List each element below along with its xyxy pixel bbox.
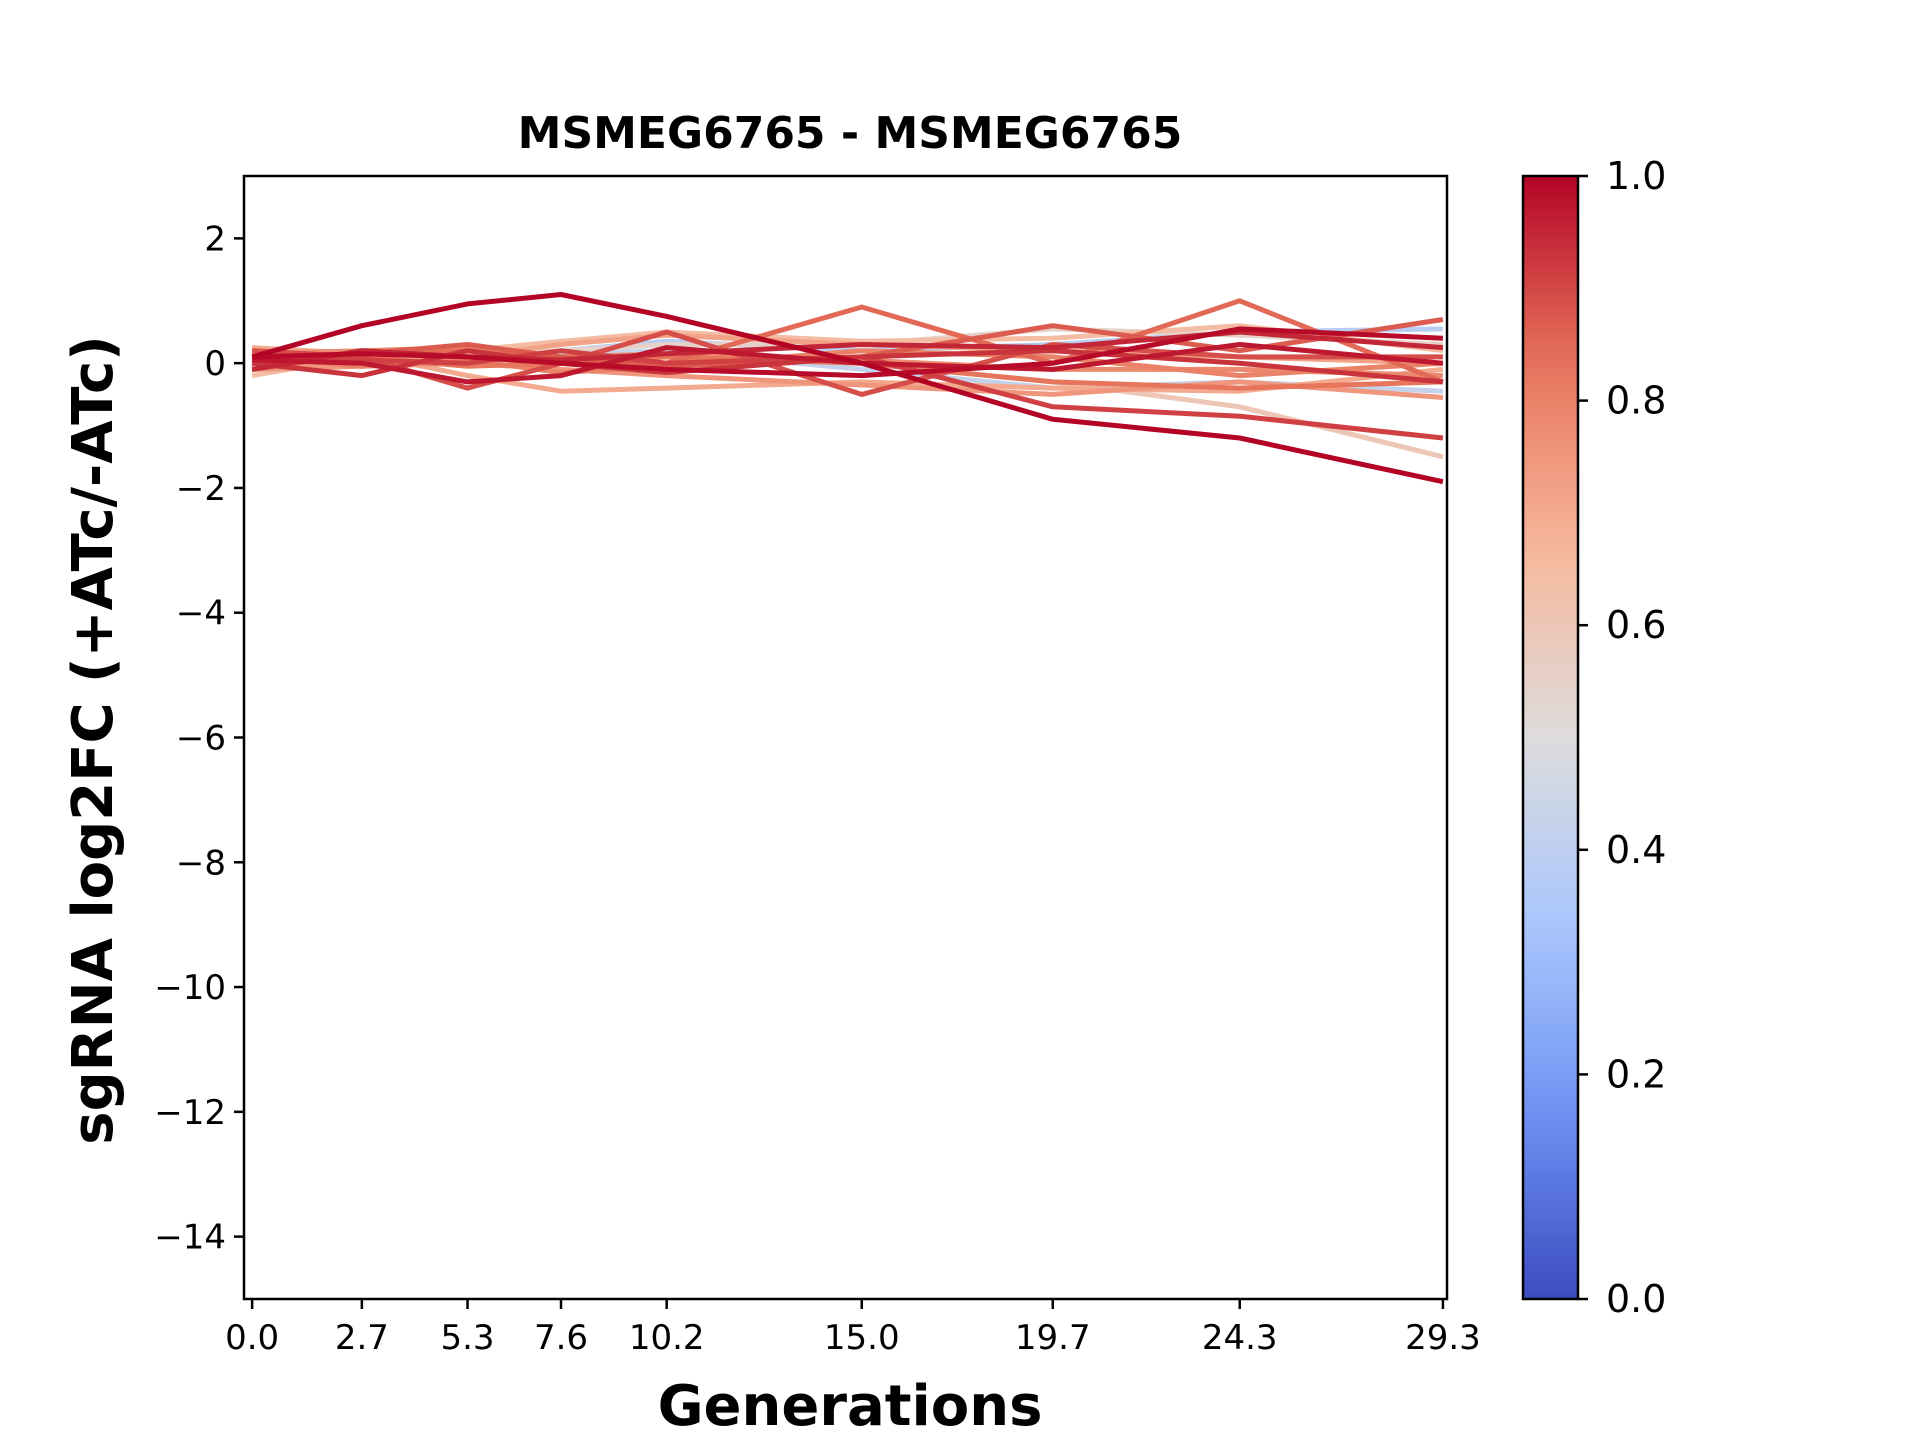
colorbar	[1523, 176, 1578, 1299]
x-tick-label: 29.3	[1405, 1318, 1481, 1358]
x-tick-label: 15.0	[824, 1318, 900, 1358]
x-tick-label: 7.6	[534, 1318, 588, 1358]
series-line-18	[252, 342, 1444, 385]
colorbar-tick-label: 0.2	[1606, 1052, 1666, 1096]
y-tick-label: −8	[176, 843, 226, 883]
x-tick-label: 19.7	[1015, 1318, 1091, 1358]
x-tick-label: 5.3	[440, 1318, 494, 1358]
x-axis-label: Generations	[658, 1374, 1043, 1439]
x-tick-label: 24.3	[1202, 1318, 1278, 1358]
x-axis: 0.0 2.7 5.3 7.6 10.2 15.0 19.7 24.3 29.3	[225, 1299, 1481, 1358]
y-tick-label: −14	[154, 1218, 226, 1258]
colorbar-tick-label: 0.8	[1606, 379, 1666, 423]
colorbar-tick-label: 0.0	[1606, 1277, 1666, 1321]
colorbar-tick-label: 1.0	[1606, 154, 1666, 198]
y-axis: 2 0 −2 −4 −6 −8 −10 −12 −14	[154, 219, 244, 1258]
colorbar-tick-label: 0.4	[1606, 828, 1666, 872]
y-tick-label: −4	[176, 594, 226, 634]
colorbar-frame	[1521, 174, 1580, 1301]
y-tick-label: −12	[154, 1093, 226, 1133]
y-axis-label: sgRNA log2FC (+ATc/-ATc)	[61, 335, 126, 1145]
x-tick-label: 2.7	[335, 1318, 389, 1358]
series-line-19	[252, 326, 1444, 379]
y-tick-label: −6	[176, 719, 226, 759]
series-layer	[251, 292, 1444, 485]
colorbar-axis: 0.0 0.2 0.4 0.6 0.8 1.0	[1578, 154, 1666, 1321]
series-line-20	[251, 292, 1444, 485]
x-tick-label: 10.2	[629, 1318, 705, 1358]
colorbar-tick-label: 0.6	[1606, 603, 1666, 647]
x-tick-label: 0.0	[225, 1318, 279, 1358]
chart-title: MSMEG6765 - MSMEG6765	[518, 108, 1183, 159]
y-tick-label: 0	[204, 344, 226, 384]
y-tick-label: −2	[176, 469, 226, 509]
series-line-15	[252, 348, 1444, 441]
y-tick-label: 2	[204, 219, 226, 259]
y-tick-label: −10	[154, 968, 226, 1008]
